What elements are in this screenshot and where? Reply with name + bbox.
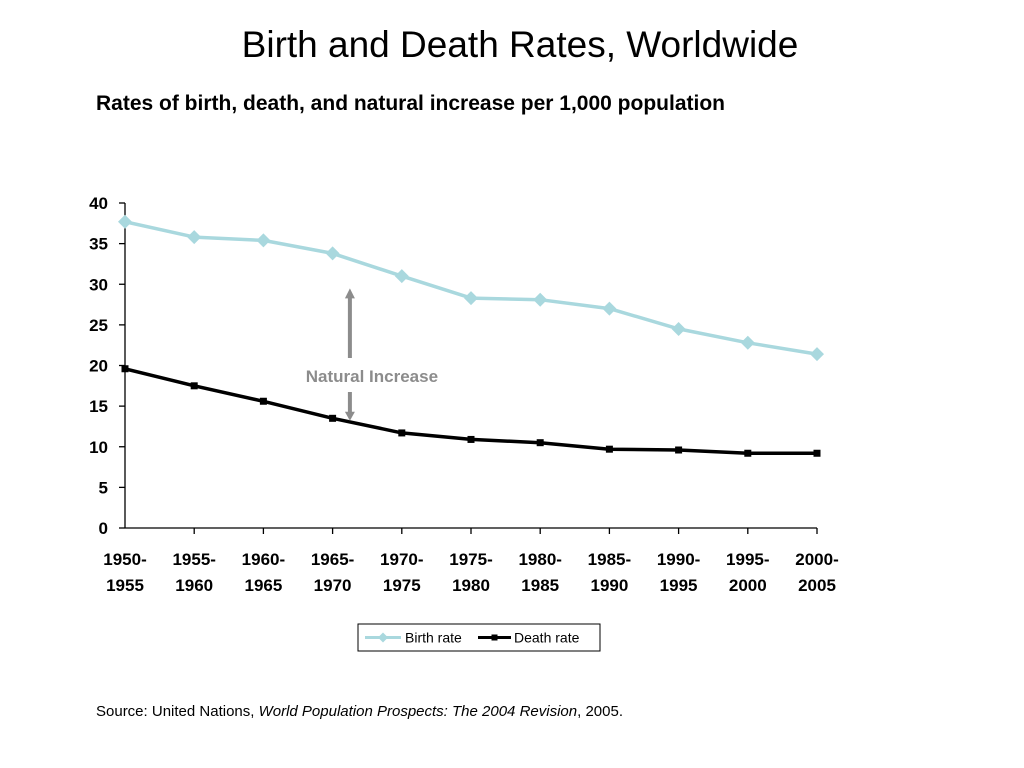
y-tick-label: 20	[89, 357, 108, 376]
death-rate-point	[744, 449, 752, 457]
birth-rate-point	[256, 233, 271, 248]
birth-rate-point	[464, 291, 478, 306]
legend-label-birth-rate: Birth rate	[405, 630, 462, 646]
x-tick-label: 1960	[175, 576, 213, 595]
legend-swatch-death-rate-marker	[491, 634, 498, 641]
x-tick-label: 1985	[521, 576, 559, 595]
birth-rate-point	[187, 230, 202, 245]
x-tick-label: 1950-	[103, 550, 146, 569]
x-tick-label: 1975-	[449, 550, 492, 569]
y-tick-label: 25	[89, 316, 108, 335]
y-tick-label: 40	[89, 194, 108, 213]
birth-rate-point	[671, 321, 686, 336]
x-tick-label: 1960-	[242, 550, 285, 569]
death-rate-point	[813, 449, 821, 457]
birth-rate-point	[118, 214, 132, 229]
x-tick-label: 1990-	[657, 550, 700, 569]
x-tick-label: 1975	[383, 576, 421, 595]
death-rate-point	[121, 365, 129, 373]
legend-label-death-rate: Death rate	[514, 630, 580, 646]
natural-increase-label: Natural Increase	[306, 367, 438, 386]
death-rate-point	[467, 435, 475, 443]
x-tick-label: 1970	[314, 576, 352, 595]
source-title: World Population Prospects: The 2004 Rev…	[258, 703, 578, 720]
x-tick-label: 1970-	[380, 550, 423, 569]
birth-rate-point	[394, 269, 409, 284]
x-tick-label: 2005	[798, 576, 836, 595]
death-rate-point	[329, 414, 337, 422]
y-tick-label: 10	[89, 438, 108, 457]
x-tick-label: 1980-	[518, 550, 561, 569]
chart-subtitle: Rates of birth, death, and natural incre…	[96, 92, 725, 115]
x-tick-label: 1955	[106, 576, 144, 595]
x-tick-label: 1965-	[311, 550, 354, 569]
y-tick-label: 5	[99, 478, 108, 497]
page-title: Birth and Death Rates, Worldwide	[241, 24, 799, 65]
natural-increase-arrow-up-head	[344, 288, 355, 299]
x-tick-label: 2000	[729, 576, 767, 595]
death-rate-point	[190, 382, 198, 390]
y-tick-label: 15	[89, 397, 108, 416]
source-prefix: Source: United Nations,	[96, 703, 259, 720]
y-tick-label: 0	[99, 519, 108, 538]
source-suffix: , 2005.	[577, 703, 623, 720]
x-tick-label: 2000-	[795, 550, 838, 569]
legend-swatch-birth-rate-marker	[378, 632, 388, 643]
death-rate-point	[398, 429, 406, 437]
birth-rate-point	[740, 335, 755, 350]
series-line-birth-rate	[124, 219, 818, 356]
birth-rate-point	[602, 301, 617, 316]
death-rate-point	[605, 445, 613, 453]
x-tick-label: 1955-	[172, 550, 215, 569]
x-tick-label: 1990	[590, 576, 628, 595]
y-tick-label: 35	[89, 235, 108, 254]
natural-increase-arrow-down-head	[344, 411, 355, 421]
x-tick-label: 1980	[452, 576, 490, 595]
death-rate-point	[536, 439, 544, 447]
birth-rate-point	[533, 292, 548, 307]
birth-rate-point	[810, 347, 824, 362]
birth-rate-point	[325, 246, 340, 261]
x-tick-label: 1995	[660, 576, 698, 595]
x-tick-label: 1965	[244, 576, 282, 595]
y-tick-label: 30	[89, 275, 108, 294]
death-rate-point	[259, 397, 267, 405]
source-citation: Source: United Nations, World Population…	[96, 703, 623, 720]
death-rate-point	[675, 446, 683, 454]
x-tick-label: 1995-	[726, 550, 769, 569]
x-tick-label: 1985-	[588, 550, 631, 569]
